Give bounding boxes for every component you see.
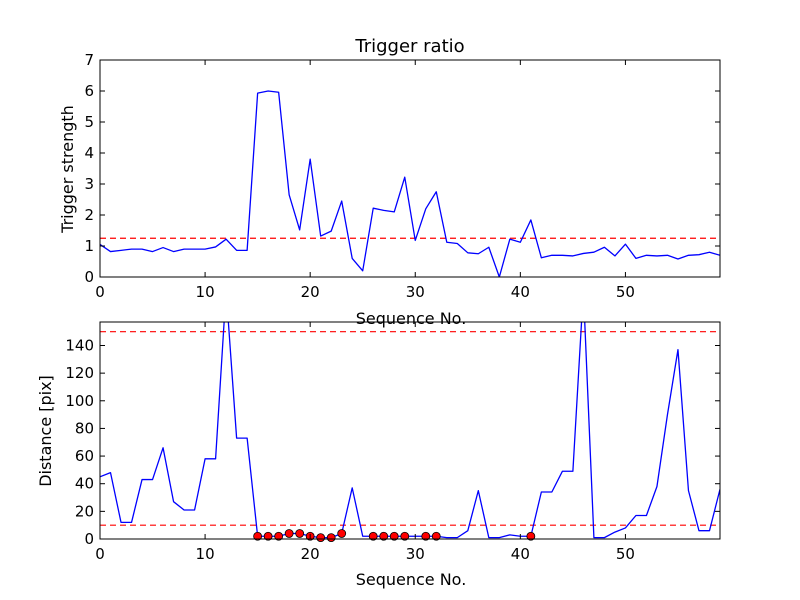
data-marker (421, 531, 431, 541)
x-tick-label: 20 (301, 545, 320, 563)
y-tick-label: 5 (84, 113, 94, 131)
y-tick-label: 0 (84, 268, 94, 286)
data-marker (316, 533, 326, 543)
x-tick-label: 40 (511, 283, 530, 301)
axes-frame (99, 59, 721, 278)
y-tick-label: 1 (84, 237, 94, 255)
y-axis-label: Distance [pix] (36, 375, 55, 487)
data-marker (284, 529, 294, 538)
data-marker (253, 531, 263, 541)
x-tick-label: 40 (511, 545, 530, 563)
data-marker (368, 531, 378, 541)
y-tick-label: 80 (75, 419, 94, 437)
series-line (100, 90, 720, 277)
y-tick-label: 40 (75, 475, 94, 493)
x-tick-label: 50 (616, 545, 635, 563)
y-tick-label: 140 (65, 336, 94, 354)
x-tick-label: 10 (196, 545, 215, 563)
axes-frame (99, 321, 721, 540)
x-tick-label: 0 (95, 545, 105, 563)
x-tick-label: 30 (406, 283, 425, 301)
x-tick-label: 0 (95, 283, 105, 301)
data-marker (337, 529, 347, 538)
distance-subplot: Sequence No. Distance [pix] 0 10 20 30 40 50 0… (36, 321, 721, 589)
chart-title: Trigger ratio (354, 36, 464, 57)
x-tick-label: 50 (616, 283, 635, 301)
x-tick-label: 20 (301, 283, 320, 301)
data-marker (431, 531, 441, 541)
y-tick-label: 0 (84, 530, 94, 548)
y-tick-label: 20 (75, 502, 94, 520)
data-marker (389, 531, 399, 541)
x-tick-label: 10 (196, 283, 215, 301)
y-tick-label: 60 (75, 447, 94, 465)
plot-area (100, 90, 720, 277)
y-tick-label: 2 (84, 206, 94, 224)
data-marker (379, 531, 389, 541)
data-marker (295, 529, 305, 538)
y-tick-label: 6 (84, 82, 94, 100)
y-tick-label: 3 (84, 175, 94, 193)
y-tick-label: 7 (84, 51, 94, 69)
trigger-ratio-subplot: Trigger ratio Sequence No. Trigger stren… (58, 36, 721, 328)
x-axis-label: Sequence No. (356, 309, 467, 328)
data-marker (274, 531, 284, 541)
y-tick-label: 120 (65, 364, 94, 382)
x-tick-label: 30 (406, 545, 425, 563)
data-marker (400, 531, 410, 541)
series-line (100, 322, 720, 539)
data-marker (263, 531, 273, 541)
y-axis-label: Trigger strength (58, 105, 77, 234)
x-axis-label: Sequence No. (356, 570, 467, 589)
data-marker (326, 533, 336, 543)
data-marker (526, 531, 536, 541)
y-tick-label: 100 (65, 392, 94, 410)
plot-area (100, 322, 720, 539)
y-tick-label: 4 (84, 144, 94, 162)
